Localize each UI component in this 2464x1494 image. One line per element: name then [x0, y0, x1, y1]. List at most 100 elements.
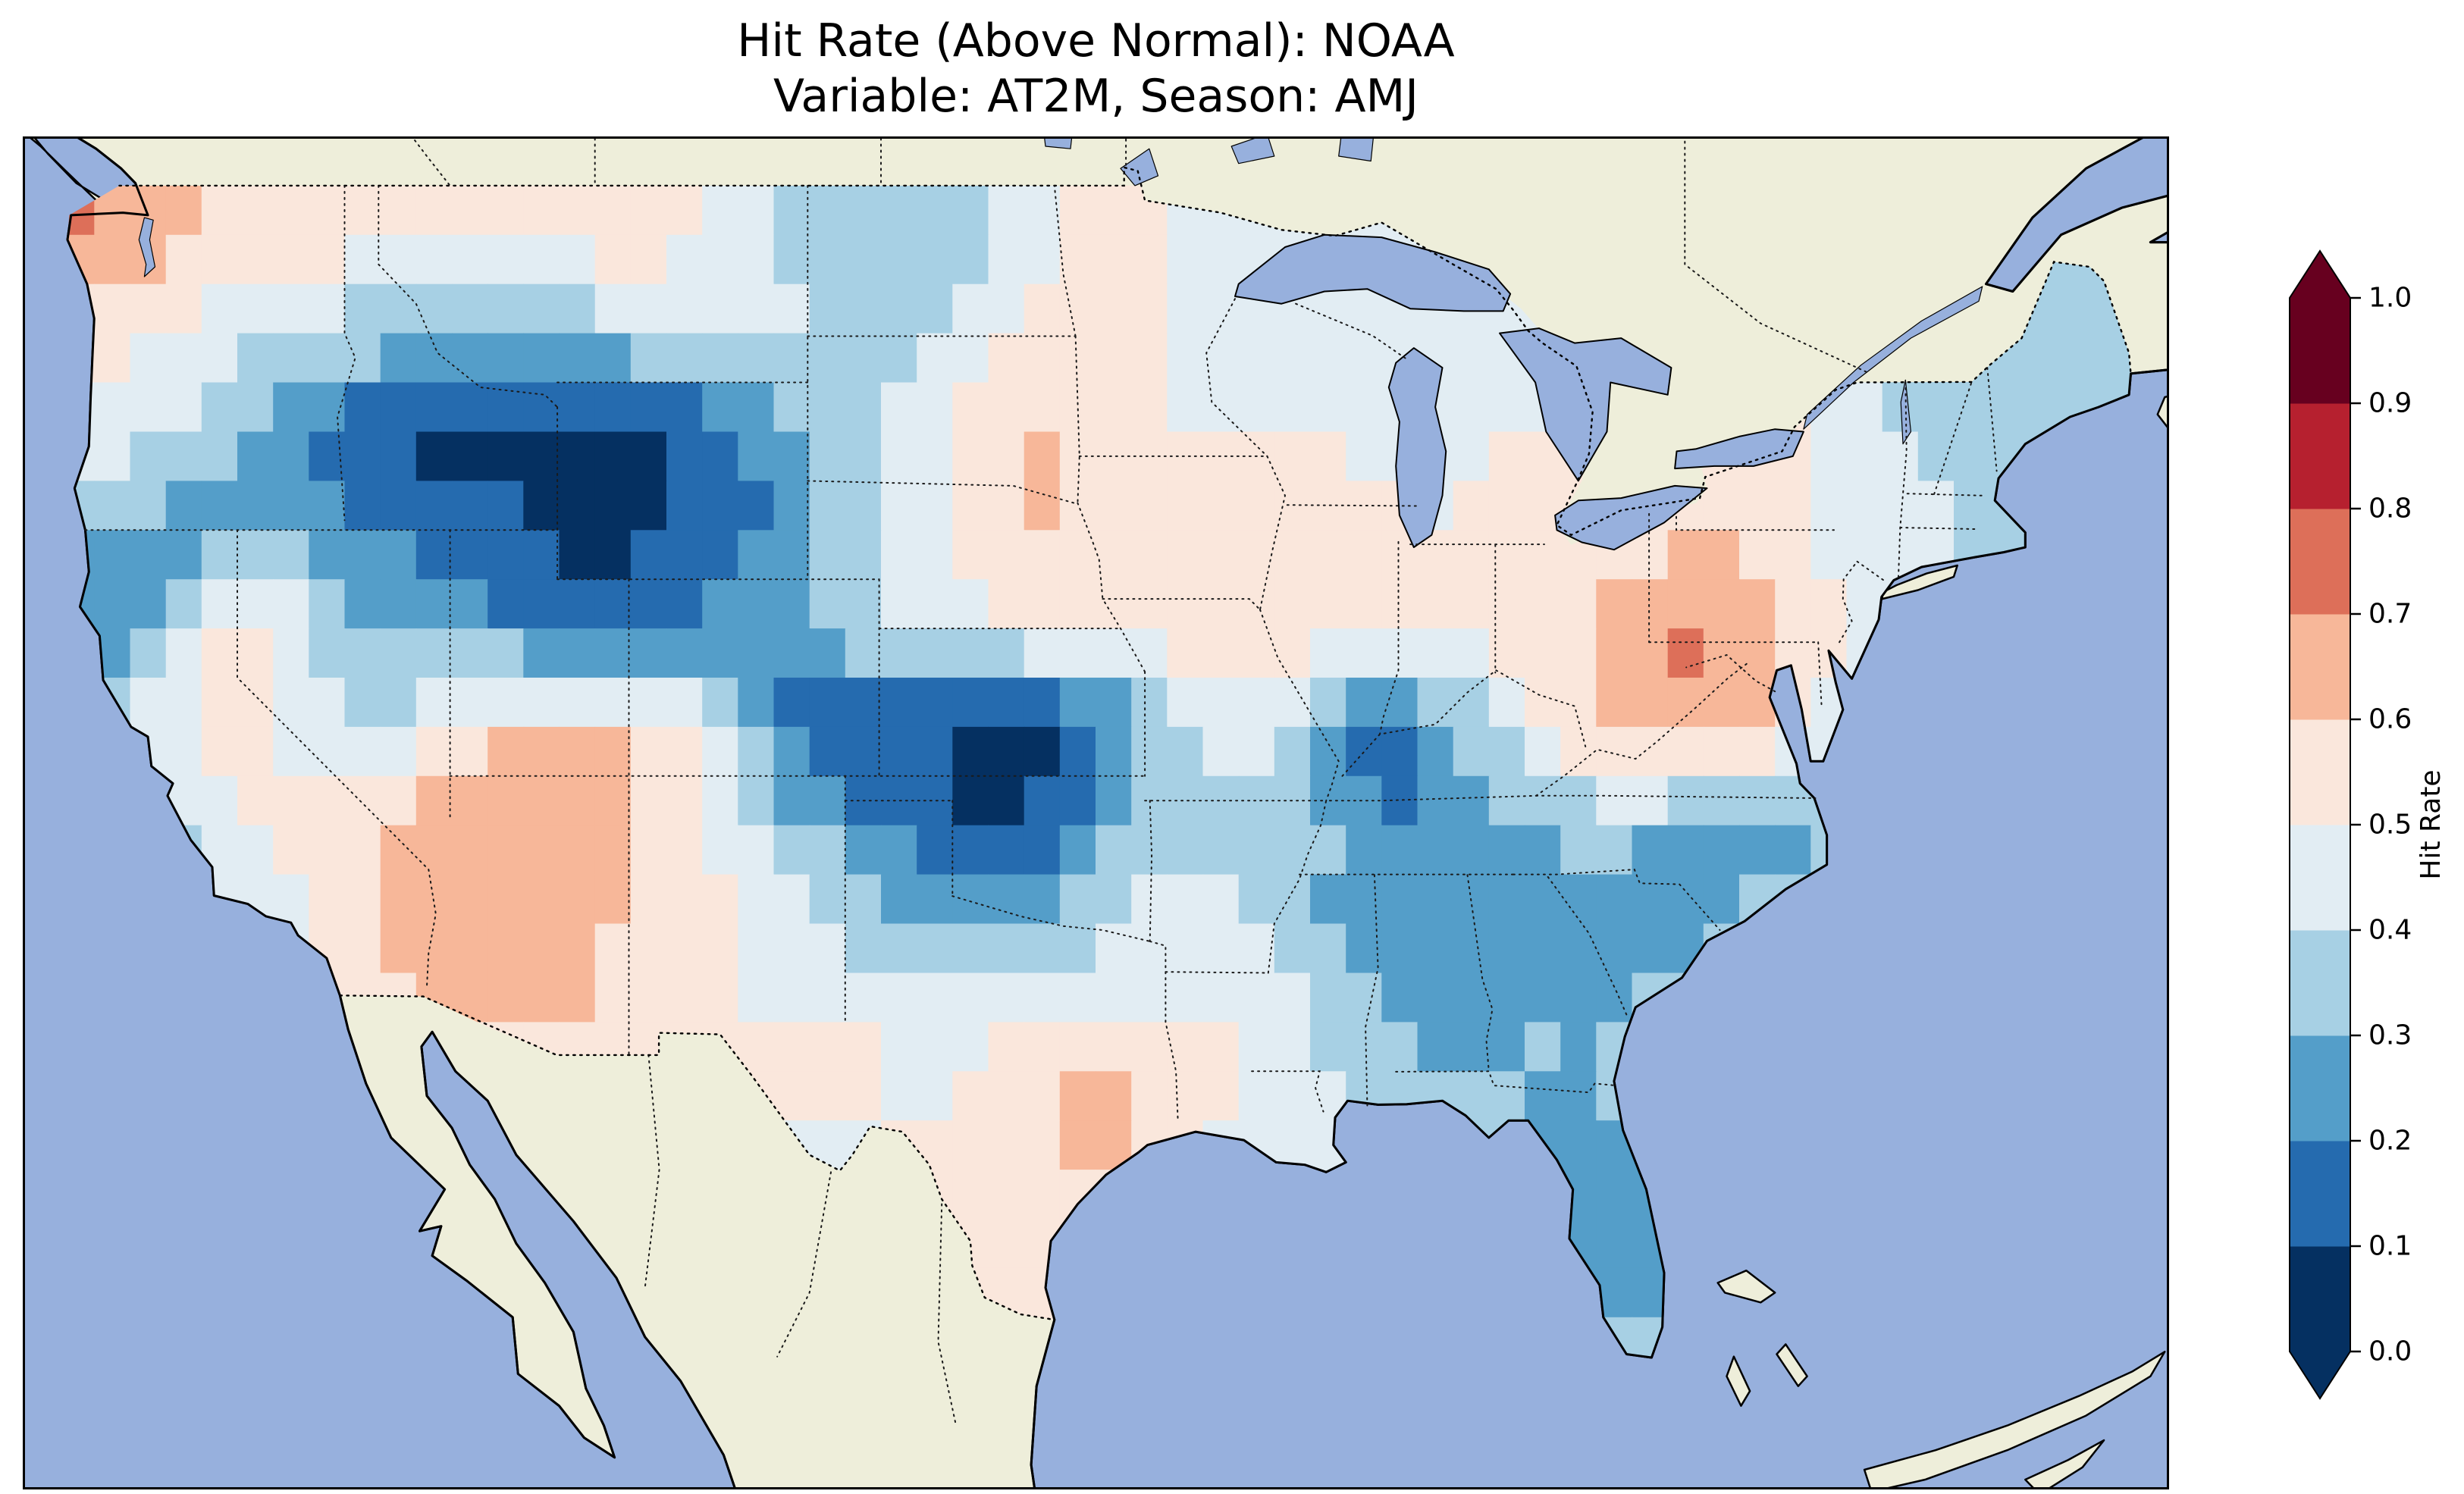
grid-cell — [1488, 874, 1525, 925]
grid-cell — [809, 382, 846, 433]
grid-cell — [559, 481, 596, 531]
colorbar-segment — [2290, 298, 2350, 404]
grid-cell — [1417, 874, 1454, 925]
grid-cell — [1131, 234, 1168, 285]
grid-cell — [773, 431, 810, 482]
grid-cell — [1346, 481, 1383, 531]
grid-cell — [201, 726, 238, 777]
grid-cell — [1202, 1022, 1240, 1072]
grid-cell — [344, 333, 381, 384]
grid-cell — [165, 283, 202, 334]
grid-cell — [1810, 530, 1848, 580]
grid-cell — [1059, 333, 1096, 384]
grid-cell — [1274, 530, 1311, 580]
grid-cell — [630, 678, 667, 728]
grid-cell — [1775, 825, 1812, 875]
grid-cell — [523, 874, 560, 925]
grid-cell — [988, 923, 1025, 974]
grid-cell — [917, 825, 954, 875]
grid-cell — [845, 530, 882, 580]
grid-cell — [1274, 628, 1311, 678]
grid-cell — [1560, 874, 1597, 925]
grid-cell — [559, 874, 596, 925]
grid-cell — [1024, 333, 1061, 384]
grid-cell — [237, 530, 274, 580]
grid-cell — [415, 481, 453, 531]
grid-cell — [809, 1022, 846, 1072]
grid-cell — [988, 1071, 1025, 1121]
grid-cell — [702, 431, 739, 482]
grid-cell — [1346, 825, 1383, 875]
grid-cell — [344, 628, 381, 678]
grid-cell — [1131, 1022, 1168, 1072]
grid-cell — [1703, 726, 1740, 777]
eleuthera-island — [1776, 1343, 1808, 1387]
grid-cell — [1346, 775, 1383, 826]
state-border — [1512, 869, 1721, 931]
state-border — [1856, 560, 1886, 582]
grid-cell — [1596, 775, 1633, 826]
colorbar-tick-label: 0.7 — [2368, 599, 2412, 630]
grid-cell — [1131, 874, 1168, 925]
grid-cell — [1167, 923, 1204, 974]
colorbar-tick-label: 0.0 — [2368, 1336, 2412, 1367]
grid-cell — [1667, 775, 1704, 826]
grid-cell — [1274, 923, 1311, 974]
grid-cell — [988, 481, 1025, 531]
grid-cell — [881, 874, 917, 925]
grid-cell — [1238, 628, 1275, 678]
grid-cell — [309, 579, 346, 629]
grid-cell — [594, 628, 632, 678]
grid-cell — [1381, 874, 1419, 925]
grid-cell — [917, 234, 954, 285]
colorbar-tick-label: 0.8 — [2368, 493, 2412, 525]
grid-cell — [2025, 333, 2062, 384]
grid-cell — [1882, 431, 1919, 482]
grid-cell — [1488, 530, 1525, 580]
grid-cell — [1525, 1022, 1561, 1072]
coastline — [66, 136, 2169, 1489]
grid-cell — [1167, 481, 1204, 531]
grid-cell — [559, 678, 596, 728]
grid-cell — [94, 431, 131, 482]
grid-cell — [1346, 628, 1383, 678]
grid-cell — [452, 283, 488, 334]
grid-cell — [487, 481, 525, 531]
grid-cell — [1525, 726, 1561, 777]
grid-cell — [702, 973, 739, 1023]
grid-cell — [523, 481, 560, 531]
grid-cell — [1381, 825, 1419, 875]
state-border — [807, 480, 1075, 504]
grid-cell — [344, 874, 381, 925]
grid-cell — [1596, 628, 1633, 678]
state-border — [378, 184, 559, 408]
grid-cell — [702, 333, 739, 384]
grid-cell — [1560, 1120, 1597, 1170]
grid-cell — [773, 382, 810, 433]
grid-cell — [1096, 1022, 1132, 1072]
grid-cell — [415, 431, 453, 482]
grid-cell — [952, 726, 989, 777]
grid-cell — [702, 579, 739, 629]
colorbar-tick-label: 0.5 — [2368, 810, 2412, 841]
grid-cell — [130, 481, 167, 531]
grid-cell — [487, 628, 525, 678]
grid-cell — [1024, 431, 1061, 482]
grid-cell — [1024, 775, 1061, 826]
colorbar-segment — [2290, 1035, 2350, 1142]
grid-cell — [1381, 923, 1419, 974]
grid-cell — [1417, 579, 1454, 629]
grid-cell — [1775, 579, 1812, 629]
grid-cell — [773, 775, 810, 826]
country-border — [118, 166, 2132, 537]
grid-cell — [1488, 431, 1525, 482]
grid-cell — [1131, 923, 1168, 974]
grid-cell — [344, 923, 381, 974]
grid-cell — [380, 333, 417, 384]
grid-cell — [1202, 234, 1240, 285]
state-border — [1986, 367, 1998, 472]
colorbar-tick-label: 0.9 — [2368, 388, 2412, 419]
grand-bahama-island — [1716, 1269, 1776, 1304]
grid-cell — [1381, 973, 1419, 1023]
grid-cell — [1024, 185, 1061, 236]
